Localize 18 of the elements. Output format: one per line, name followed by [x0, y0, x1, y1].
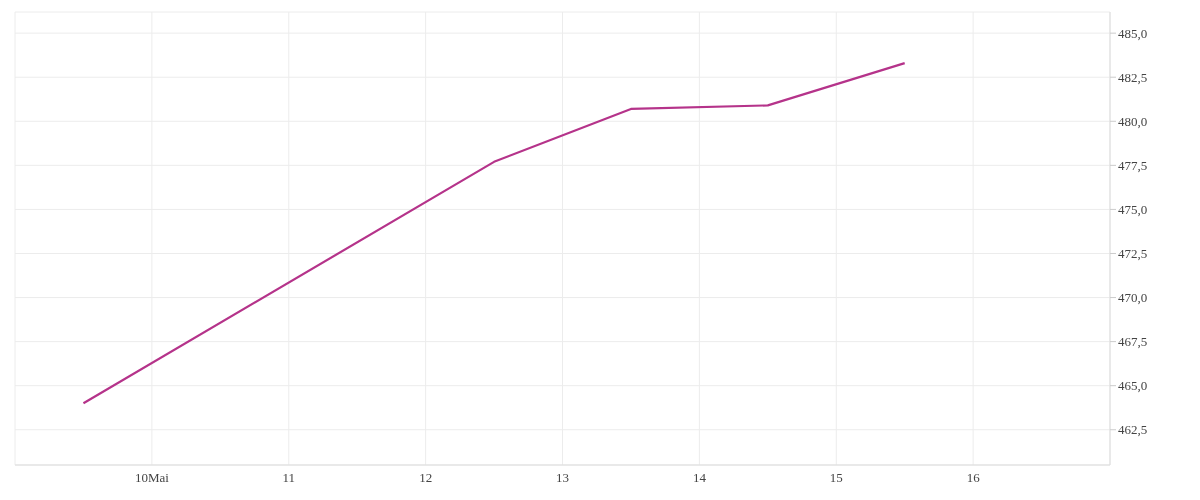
x-tick-label: 13 [556, 470, 569, 486]
y-tick-label: 477,5 [1118, 157, 1148, 173]
y-tick-label: 467,5 [1118, 334, 1148, 350]
x-tick-label: 16 [966, 470, 981, 486]
y-tick-label: 465,0 [1118, 378, 1148, 394]
x-tick-label: 12 [419, 470, 433, 486]
y-tick-label: 475,0 [1118, 202, 1148, 218]
x-tick-label: 10Mai [134, 470, 170, 486]
y-tick-label: 480,0 [1118, 113, 1148, 129]
y-tick-label: 470,0 [1118, 290, 1148, 306]
x-tick-label: 15 [829, 470, 843, 486]
y-tick-label: 472,5 [1118, 246, 1148, 262]
y-tick-label: 485,0 [1118, 25, 1148, 41]
x-tick-label: 14 [692, 470, 707, 486]
x-tick-label: 11 [282, 470, 296, 486]
line-series [82, 62, 906, 405]
y-tick-label: 482,5 [1118, 69, 1148, 85]
y-tick-label: 462,5 [1118, 422, 1148, 438]
